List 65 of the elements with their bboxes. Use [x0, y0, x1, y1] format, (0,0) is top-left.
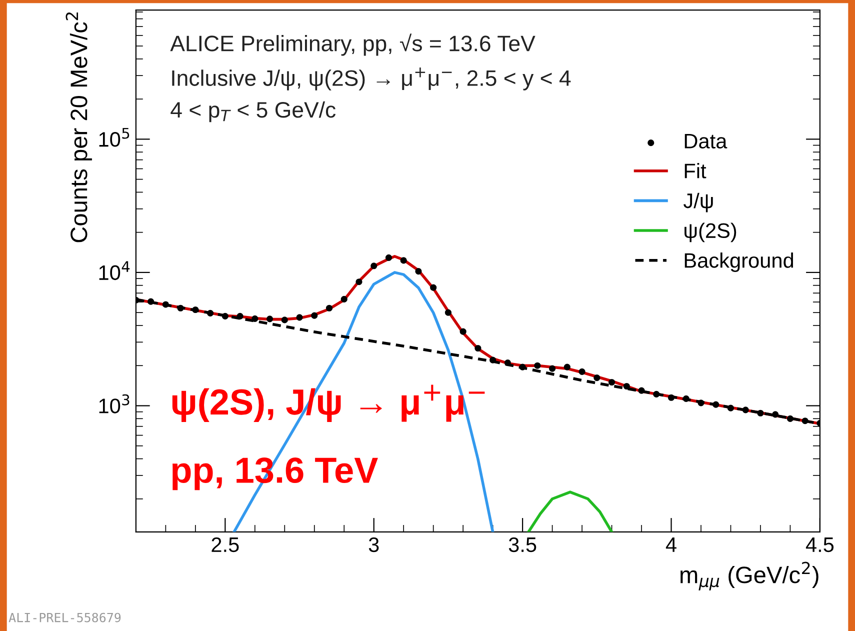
point	[594, 374, 600, 382]
line-series	[527, 490, 614, 532]
legend-label: Data	[684, 134, 728, 149]
point	[638, 387, 645, 394]
point	[326, 304, 333, 312]
point	[578, 368, 586, 375]
point	[549, 365, 556, 372]
annotation: ALICE Preliminary, pp, √s = 13.6 TeV	[170, 34, 536, 56]
point	[430, 284, 437, 291]
y-tick-label: 10$^{5}$	[99, 128, 130, 147]
legend-label: Background	[684, 252, 794, 272]
legend-label: ψ(2S)	[684, 222, 736, 242]
point	[444, 309, 452, 316]
point	[504, 359, 511, 366]
point	[474, 344, 482, 352]
point	[162, 301, 169, 308]
y-axis-title: Counts per 20 MeV/c$^{2}$	[66, 12, 92, 242]
point	[519, 364, 526, 370]
point	[564, 364, 570, 370]
x-axis-title: m$_{μμ}$ (GeV/c$^{2}$)	[680, 562, 818, 590]
point	[727, 404, 734, 412]
x-tick-label: 4	[666, 538, 676, 552]
point	[311, 312, 318, 319]
point	[698, 400, 704, 406]
point	[340, 296, 348, 302]
point	[772, 411, 779, 418]
legend-label: Fit	[684, 163, 706, 178]
point	[653, 390, 660, 398]
point	[668, 394, 675, 401]
point	[534, 362, 541, 369]
point	[802, 418, 808, 424]
text: ALI-PREL-558679	[8, 612, 121, 622]
point	[608, 378, 616, 386]
point	[400, 257, 407, 264]
y-tick-label: 10$^{3}$	[99, 394, 130, 414]
point	[682, 395, 690, 402]
annotation: 4 < p$_{T}$ < 5 GeV/c	[170, 101, 336, 122]
x-tick-label: 2.5	[212, 537, 239, 552]
point	[207, 310, 214, 316]
point	[385, 254, 392, 262]
point	[490, 356, 496, 364]
x-tick-label: 3	[368, 537, 379, 552]
point	[415, 268, 422, 275]
annotation: Inclusive J/ψ, ψ(2S) → μ$^{+}$μ$^{−}$, 2.5 < y < 4	[172, 68, 571, 90]
point	[236, 312, 244, 320]
point	[252, 315, 258, 322]
point	[356, 278, 362, 286]
point	[266, 316, 274, 322]
point	[281, 316, 288, 324]
point	[786, 415, 794, 422]
point	[148, 298, 154, 305]
point	[712, 401, 720, 408]
x-tick-label: 3.5	[508, 537, 536, 552]
point	[296, 314, 303, 321]
point	[742, 406, 749, 414]
y-tick-label: 10$^{4}$	[99, 261, 130, 280]
point	[177, 304, 184, 312]
point	[623, 382, 630, 390]
legend-label: J/ψ	[684, 192, 713, 212]
point	[757, 410, 764, 416]
point	[370, 262, 378, 270]
x-tick-label: 4.5	[806, 538, 834, 552]
point	[192, 306, 199, 314]
point	[222, 312, 228, 320]
point	[460, 328, 466, 335]
